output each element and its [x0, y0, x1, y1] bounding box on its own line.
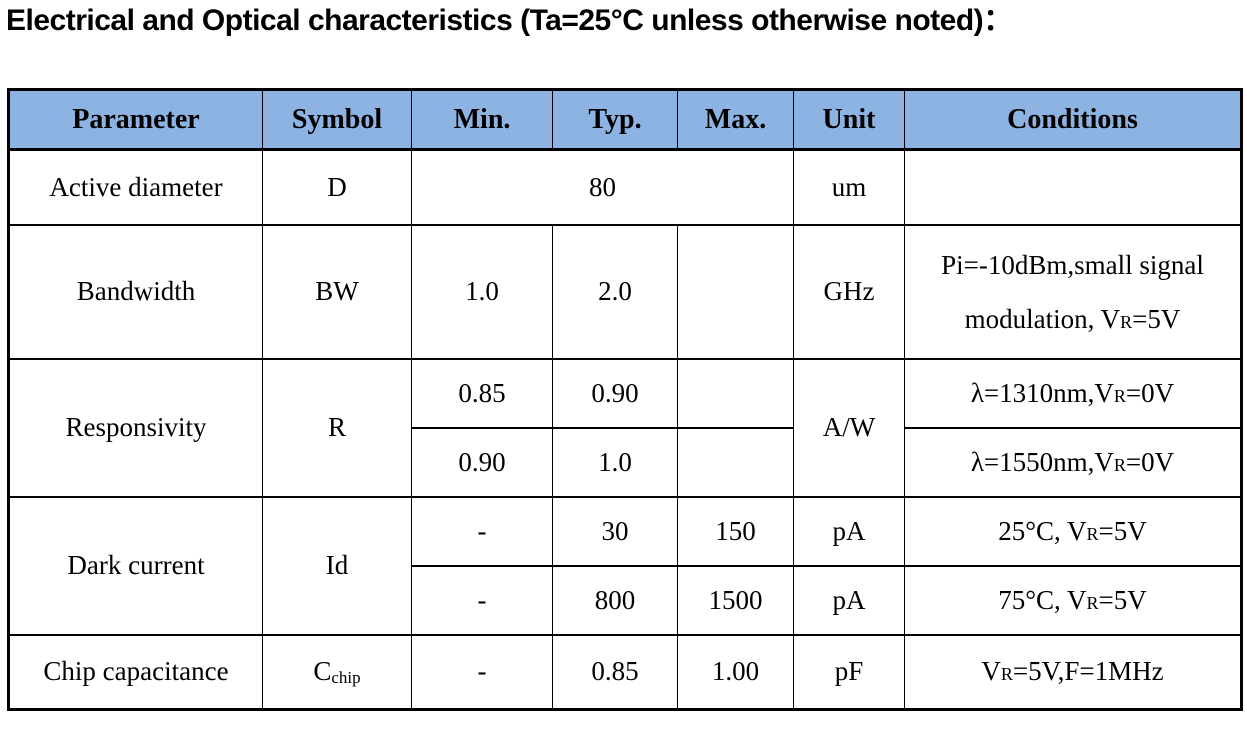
column-header-min: Min.: [411, 88, 553, 151]
dark-current-75c-cond-subscript-r: R: [1086, 592, 1099, 613]
row-active-diameter: Active diameter D 80 um: [8, 148, 1242, 226]
cell-chip-capacitance-unit: pF: [793, 633, 905, 711]
cell-chip-capacitance-min: -: [411, 633, 553, 711]
characteristics-table: Parameter Symbol Min. Typ. Max. Unit Con…: [7, 88, 1243, 711]
dark-current-25c-cond-post: =5V: [1098, 515, 1147, 546]
row-chip-capacitance: Chip capacitance Cchip - 0.85 1.00 pF VR…: [8, 633, 1242, 711]
chip-capacitance-symbol-main: C: [313, 655, 332, 686]
bandwidth-conditions-subscript-r: R: [1120, 311, 1133, 332]
row-responsivity-1550: 0.90 1.0 λ=1550nm,VR=0V: [9, 426, 1242, 498]
cell-chip-capacitance-typ: 0.85: [552, 633, 678, 711]
cell-active-diameter-unit: um: [793, 148, 905, 226]
cell-bandwidth-symbol: BW: [262, 223, 412, 360]
chip-capacitance-cond-pre: V: [981, 656, 1001, 687]
chip-capacitance-cond-subscript-r: R: [1000, 664, 1013, 685]
responsivity-1310-cond-subscript-r: R: [1113, 385, 1126, 406]
cell-responsivity-parameter: Responsivity: [8, 357, 263, 498]
column-header-typ: Typ.: [552, 88, 678, 151]
cell-dark-current-75c-conditions: 75°C, VR=5V: [904, 564, 1242, 636]
cell-dark-current-parameter: Dark current: [8, 495, 263, 636]
cell-dark-current-75c-typ: 800: [552, 564, 678, 636]
cell-dark-current-25c-conditions: 25°C, VR=5V: [904, 495, 1242, 567]
row-responsivity-1310: Responsivity R 0.85 0.90 A/W λ=1310nm,VR…: [8, 357, 1242, 498]
dark-current-75c-cond-post: =5V: [1098, 584, 1147, 615]
cell-chip-capacitance-conditions: VR=5V,F=1MHz: [904, 633, 1242, 711]
cell-bandwidth-conditions: Pi=-10dBm,small signal modulation, VR=5V: [904, 223, 1242, 360]
responsivity-1550-cond-pre: λ=1550nm,V: [970, 446, 1114, 477]
cell-bandwidth-min: 1.0: [411, 223, 553, 360]
cell-responsivity-1310-typ: 0.90: [552, 357, 678, 429]
cell-dark-current-75c-min: -: [411, 564, 553, 636]
column-header-conditions: Conditions: [904, 88, 1242, 151]
cell-responsivity-1550-conditions: λ=1550nm,VR=0V: [904, 426, 1242, 498]
cell-active-diameter-symbol: D: [262, 148, 412, 226]
cell-active-diameter-conditions: [904, 148, 1242, 226]
column-header-parameter: Parameter: [8, 88, 263, 151]
row-dark-current-75c: - 800 1500 pA 75°C, VR=5V: [9, 564, 1242, 636]
cell-dark-current-25c-unit: pA: [793, 495, 905, 567]
chip-capacitance-symbol-subscript: chip: [331, 667, 361, 687]
cell-responsivity-symbol: R: [262, 357, 412, 498]
cell-responsivity-1550-typ: 1.0: [552, 426, 678, 498]
cell-bandwidth-max: [677, 223, 794, 360]
bandwidth-conditions-line1: Pi=-10dBm,small signal: [941, 249, 1204, 280]
cell-dark-current-75c-max: 1500: [677, 564, 794, 636]
responsivity-1550-cond-subscript-r: R: [1113, 454, 1126, 475]
cell-chip-capacitance-max: 1.00: [677, 633, 794, 711]
cell-chip-capacitance-parameter: Chip capacitance: [8, 633, 263, 711]
cell-dark-current-25c-typ: 30: [552, 495, 678, 567]
page-title: Electrical and Optical characteristics (…: [6, 4, 1013, 37]
column-header-unit: Unit: [793, 88, 905, 151]
cell-responsivity-1550-max: [677, 426, 794, 498]
responsivity-1310-cond-pre: λ=1310nm,V: [970, 377, 1114, 408]
cell-dark-current-25c-min: -: [411, 495, 553, 567]
cell-dark-current-25c-max: 150: [677, 495, 794, 567]
cell-dark-current-75c-unit: pA: [793, 564, 905, 636]
cell-active-diameter-parameter: Active diameter: [8, 148, 263, 226]
row-dark-current-25c: Dark current Id - 30 150 pA 25°C, VR=5V: [8, 495, 1242, 636]
cell-bandwidth-typ: 2.0: [552, 223, 678, 360]
cell-responsivity-1550-min: 0.90: [411, 426, 553, 498]
dark-current-25c-cond-pre: 25°C, V: [998, 515, 1087, 546]
cell-responsivity-unit: A/W: [793, 357, 905, 498]
chip-capacitance-cond-post: =5V,F=1MHz: [1012, 656, 1164, 687]
bandwidth-conditions-line2-post: =5V: [1132, 303, 1181, 334]
cell-dark-current-symbol: Id: [262, 495, 412, 636]
dark-current-75c-cond-pre: 75°C, V: [998, 584, 1087, 615]
bandwidth-conditions-line2-pre: modulation, V: [964, 303, 1121, 334]
cell-responsivity-1310-max: [677, 357, 794, 429]
cell-responsivity-1310-conditions: λ=1310nm,VR=0V: [904, 357, 1242, 429]
responsivity-1550-cond-post: =0V: [1125, 446, 1175, 477]
cell-chip-capacitance-symbol: Cchip: [262, 633, 412, 711]
header-row: Parameter Symbol Min. Typ. Max. Unit Con…: [8, 88, 1242, 151]
responsivity-1310-cond-post: =0V: [1125, 377, 1175, 408]
column-header-max: Max.: [677, 88, 794, 151]
column-header-symbol: Symbol: [262, 88, 412, 151]
cell-bandwidth-parameter: Bandwidth: [8, 223, 263, 360]
cell-active-diameter-value-merged: 80: [411, 148, 794, 226]
cell-responsivity-1310-min: 0.85: [411, 357, 553, 429]
row-bandwidth: Bandwidth BW 1.0 2.0 GHz Pi=-10dBm,small…: [8, 223, 1242, 360]
dark-current-25c-cond-subscript-r: R: [1086, 523, 1099, 544]
cell-bandwidth-unit: GHz: [793, 223, 905, 360]
